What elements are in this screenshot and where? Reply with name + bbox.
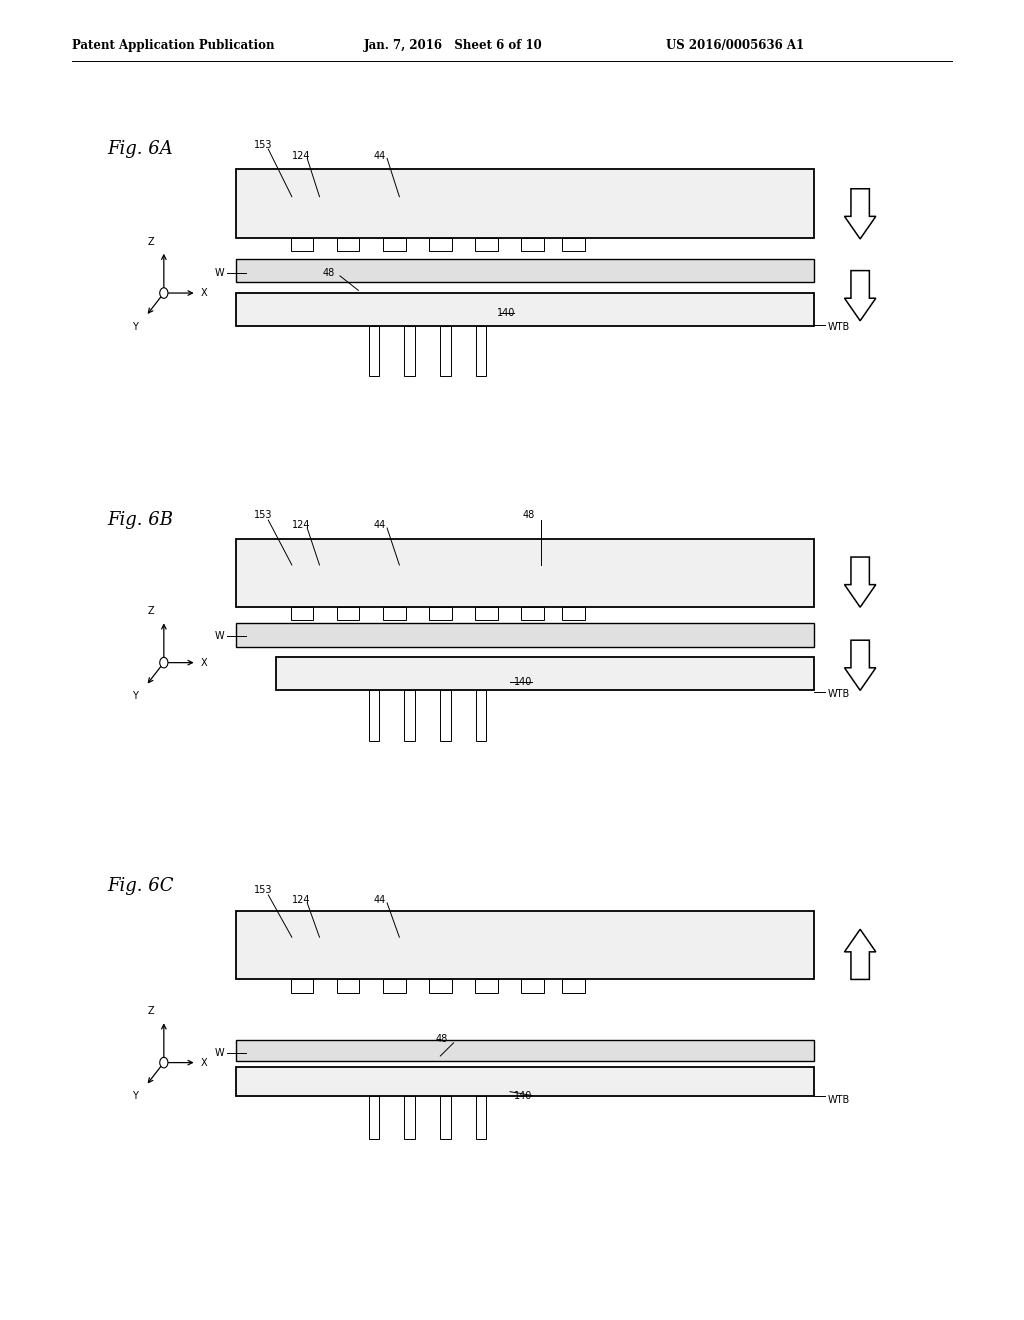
Bar [429, 238, 452, 251]
Text: WTB: WTB [827, 1094, 850, 1105]
Text: 153: 153 [254, 884, 272, 895]
Text: 124: 124 [292, 520, 310, 531]
Text: W: W [215, 1048, 224, 1059]
Bar [276, 657, 814, 690]
Text: Z: Z [147, 236, 154, 247]
Bar [236, 1067, 814, 1096]
Text: 124: 124 [292, 150, 310, 161]
Bar [337, 238, 359, 251]
Bar [236, 169, 814, 238]
Text: 140: 140 [497, 308, 515, 318]
Bar [236, 293, 814, 326]
Text: WTB: WTB [827, 689, 850, 700]
Polygon shape [845, 271, 876, 321]
Bar [440, 690, 451, 741]
Bar [236, 911, 814, 979]
Bar [291, 607, 313, 620]
Text: 124: 124 [292, 895, 310, 906]
Bar [383, 979, 406, 993]
Bar [429, 607, 452, 620]
Circle shape [160, 288, 168, 298]
Text: W: W [215, 631, 224, 642]
Text: 153: 153 [254, 140, 272, 150]
Text: WTB: WTB [827, 322, 850, 333]
Bar [429, 979, 452, 993]
Bar [440, 326, 451, 376]
Text: US 2016/0005636 A1: US 2016/0005636 A1 [666, 38, 804, 51]
Text: W: W [215, 268, 224, 279]
Polygon shape [845, 929, 876, 979]
Bar [236, 539, 814, 607]
Bar [475, 979, 498, 993]
Bar [236, 1040, 814, 1061]
Text: Y: Y [132, 322, 137, 331]
Bar [476, 326, 486, 376]
Bar [440, 1096, 451, 1139]
Text: Z: Z [147, 1006, 154, 1016]
Circle shape [160, 1057, 168, 1068]
Text: Fig. 6A: Fig. 6A [108, 140, 173, 158]
Bar [476, 1096, 486, 1139]
Text: Y: Y [132, 692, 137, 701]
Text: Fig. 6C: Fig. 6C [108, 876, 174, 895]
Bar [369, 1096, 379, 1139]
Text: Y: Y [132, 1092, 137, 1101]
Bar [337, 979, 359, 993]
Bar [291, 979, 313, 993]
Bar [521, 979, 544, 993]
Bar [521, 607, 544, 620]
Bar [475, 238, 498, 251]
Bar [337, 607, 359, 620]
Text: Jan. 7, 2016   Sheet 6 of 10: Jan. 7, 2016 Sheet 6 of 10 [364, 38, 543, 51]
Bar [236, 259, 814, 282]
Text: Fig. 6B: Fig. 6B [108, 511, 173, 529]
Text: 48: 48 [522, 510, 535, 520]
Bar [291, 238, 313, 251]
Bar [562, 238, 585, 251]
Bar [383, 238, 406, 251]
Text: X: X [201, 657, 207, 668]
Circle shape [160, 657, 168, 668]
Text: 44: 44 [374, 520, 386, 531]
Text: 48: 48 [323, 268, 335, 279]
Text: 153: 153 [254, 510, 272, 520]
Polygon shape [845, 640, 876, 690]
Text: 140: 140 [514, 1090, 532, 1101]
Polygon shape [845, 557, 876, 607]
Bar [236, 623, 814, 647]
Bar [475, 607, 498, 620]
Text: Z: Z [147, 606, 154, 616]
Bar [521, 238, 544, 251]
Bar [369, 690, 379, 741]
Text: 44: 44 [374, 150, 386, 161]
Text: 140: 140 [514, 677, 532, 688]
Bar [562, 607, 585, 620]
Bar [404, 326, 415, 376]
Bar [404, 690, 415, 741]
Bar [404, 1096, 415, 1139]
Bar [476, 690, 486, 741]
Text: Patent Application Publication: Patent Application Publication [72, 38, 274, 51]
Bar [562, 979, 585, 993]
Bar [383, 607, 406, 620]
Text: X: X [201, 1057, 207, 1068]
Text: 44: 44 [374, 895, 386, 906]
Polygon shape [845, 189, 876, 239]
Bar [369, 326, 379, 376]
Text: 48: 48 [435, 1034, 447, 1044]
Text: X: X [201, 288, 207, 298]
